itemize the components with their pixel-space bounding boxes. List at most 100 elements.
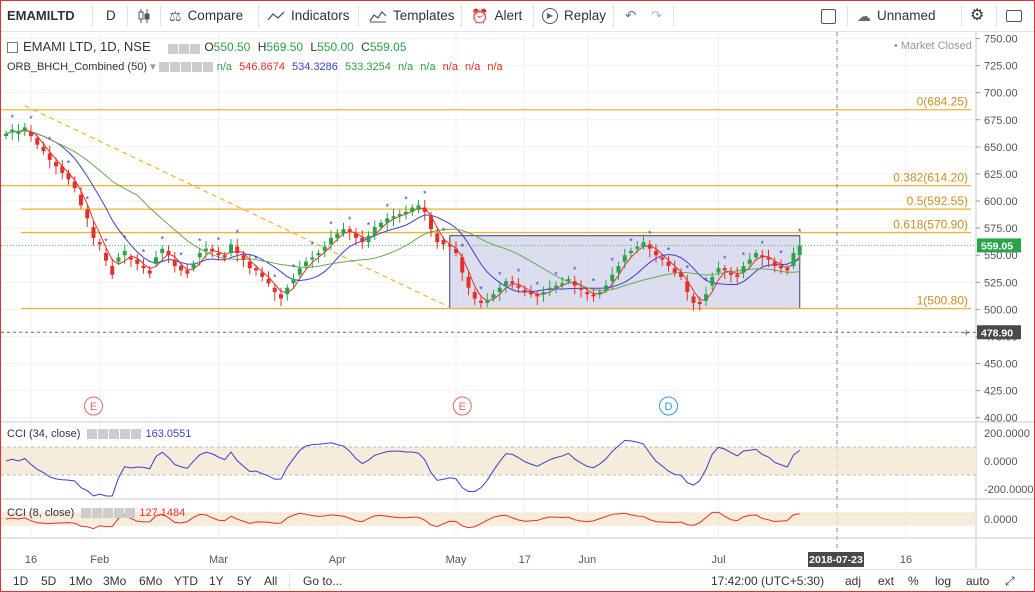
event-badge-label: E (90, 401, 97, 413)
compare-button[interactable]: ⚖ Compare (169, 1, 243, 31)
range-1y-button[interactable]: 1Y (209, 574, 224, 588)
price-axis-label: 675.00 (984, 115, 1018, 127)
time-axis-label: Feb (90, 554, 109, 566)
toolbar-divider (996, 5, 997, 27)
alert-button[interactable]: ⏰ Alert (471, 1, 522, 31)
top-toolbar: EMAMILTD D ⚖ Compare Indicators Templates… (1, 1, 1034, 32)
star-marker: * (217, 236, 221, 246)
candle-body (391, 216, 396, 219)
candle-body (447, 244, 452, 247)
cci2-buttons[interactable] (81, 507, 136, 519)
candle-body (510, 281, 515, 284)
fib-level-label: 0.382(614.20) (893, 171, 968, 185)
fullscreen-button[interactable] (821, 1, 836, 31)
cci1-buttons[interactable] (87, 428, 142, 440)
candle-body (210, 248, 215, 251)
range-1mo-button[interactable]: 1Mo (69, 574, 93, 588)
candle-body (666, 261, 671, 267)
range-ytd-button[interactable]: YTD (174, 574, 198, 588)
cci2-band (1, 512, 976, 526)
chart-canvas[interactable]: 0(684.25) 0.382(614.20) 0.5(592.55) 0.618(5… (1, 32, 1034, 569)
candle-body (254, 268, 258, 271)
candle-body (791, 253, 796, 267)
star-marker: * (179, 251, 183, 261)
settings-button[interactable]: ⚙ (970, 1, 984, 31)
star-marker: * (123, 233, 127, 243)
cci2-line (5, 511, 800, 530)
indicator-name[interactable]: ORB_BHCH_Combined (50) (7, 61, 147, 73)
oscillator-axis-label: 0.0000 (984, 514, 1018, 526)
last-price-label: 559.05 (981, 240, 1013, 252)
candle-body (566, 279, 571, 282)
candle-body (335, 233, 340, 238)
indicator-buttons[interactable] (158, 61, 214, 73)
candle-body (204, 248, 208, 251)
dropdown-icon[interactable]: ▾ (150, 61, 156, 73)
price-axis-label: 550.00 (984, 250, 1018, 262)
symbol-search-button[interactable]: EMAMILTD (7, 8, 75, 23)
undo-button[interactable]: ↶ (625, 1, 636, 31)
open-label: O (204, 40, 214, 54)
star-marker: * (779, 249, 783, 259)
candle-body (366, 235, 371, 243)
indicators-button[interactable]: Indicators (267, 1, 350, 31)
camera-icon (1006, 10, 1022, 23)
range-1d-button[interactable]: 1D (13, 574, 29, 588)
auto-toggle[interactable]: auto (966, 574, 990, 588)
star-marker: * (573, 265, 577, 275)
range-all-button[interactable]: All (264, 574, 278, 588)
cci1-band (1, 447, 976, 475)
range-5d-button[interactable]: 5D (41, 574, 57, 588)
compare-icon: ⚖ (169, 8, 182, 25)
percent-toggle[interactable]: % (908, 574, 919, 588)
plus-icon: + (963, 327, 969, 339)
candle-body (547, 287, 552, 290)
chart-style-button[interactable] (137, 1, 151, 31)
cloud-icon: ☁ (857, 8, 871, 25)
undo-icon: ↶ (625, 8, 637, 23)
candle-body (154, 257, 158, 264)
templates-button[interactable]: Templates (369, 1, 455, 31)
snapshot-button[interactable] (1006, 1, 1022, 31)
collapse-icon[interactable] (7, 42, 18, 54)
candle-body (729, 272, 733, 275)
ext-toggle[interactable]: ext (878, 574, 895, 588)
toolbar-divider (847, 5, 848, 27)
replay-button[interactable]: ▶ Replay (542, 1, 606, 31)
templates-label: Templates (393, 8, 455, 23)
toolbar-divider (258, 5, 259, 27)
candle-body (10, 129, 15, 132)
log-toggle[interactable]: log (935, 574, 952, 588)
star-marker: * (385, 202, 389, 212)
fib-level-label: 1(500.80) (917, 294, 968, 308)
range-5y-button[interactable]: 5Y (237, 574, 252, 588)
star-marker: * (554, 270, 558, 280)
candle-body (754, 253, 758, 258)
interval-button[interactable]: D (106, 8, 116, 23)
candle-body (297, 268, 302, 275)
indicators-label: Indicators (291, 8, 350, 23)
candle-body (516, 285, 521, 288)
replay-icon: ▶ (542, 8, 558, 25)
layout-label: Unnamed (877, 8, 936, 23)
clock-timezone[interactable]: 17:42:00 (UTC+5:30) (711, 574, 825, 588)
candles-icon (138, 9, 150, 24)
oscillator-axis-label: -200.0000 (984, 484, 1034, 496)
layout-button[interactable]: ☁ Unnamed (857, 1, 936, 31)
close-value: 559.05 (369, 40, 407, 54)
candle-body (160, 248, 165, 254)
range-3mo-button[interactable]: 3Mo (103, 574, 127, 588)
candle-body (316, 253, 321, 256)
adj-toggle[interactable]: adj (845, 574, 862, 588)
legend-buttons[interactable] (167, 41, 201, 55)
open-value: 550.50 (213, 40, 251, 54)
redo-button[interactable]: ↷ (651, 1, 662, 31)
close-label: C (361, 40, 370, 54)
bottom-toolbar: 1D 5D 1Mo 3Mo 6Mo YTD 1Y 5Y All Go to...… (1, 569, 1034, 591)
expand-icon[interactable]: ⤢ (1005, 574, 1015, 588)
range-6mo-button[interactable]: 6Mo (139, 574, 163, 588)
cci2-name[interactable]: CCI (8, close) (7, 507, 75, 519)
cci1-name[interactable]: CCI (34, close) (7, 428, 81, 440)
candle-body (147, 270, 152, 274)
goto-button[interactable]: Go to... (303, 574, 343, 588)
